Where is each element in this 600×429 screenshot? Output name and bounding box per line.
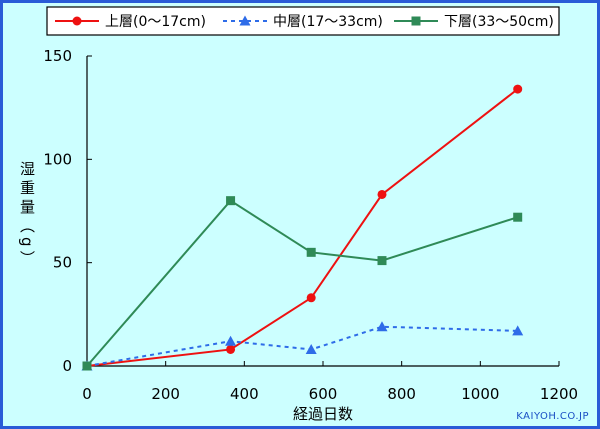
line-chart: 上層(0～17cm) 中層(17～33cm) 下層(33～50cm) 0 50 100 1…: [18, 6, 589, 423]
legend: 上層(0～17cm) 中層(17～33cm) 下層(33～50cm): [55, 14, 554, 30]
x-tick-label: 0: [82, 385, 92, 403]
legend-marker: [239, 15, 251, 26]
data-point: [377, 256, 387, 266]
site-credit: KAIYOH.CO.JP: [516, 411, 589, 422]
x-tick-label: 600: [309, 385, 338, 403]
data-point: [225, 335, 237, 346]
data-point: [305, 343, 317, 354]
y-tick-label: 50: [53, 254, 72, 272]
legend-marker: [411, 16, 421, 26]
legend-marker: [72, 16, 82, 26]
legend-box: [46, 6, 560, 36]
series-line: [86, 88, 519, 367]
series-3: [82, 196, 523, 371]
data-point: [513, 84, 523, 94]
data-point: [513, 212, 523, 222]
y-tick-label: 100: [43, 150, 72, 168]
data-point: [226, 344, 236, 354]
data-point: [82, 361, 92, 371]
x-tick-label: 400: [230, 385, 259, 403]
x-tick-label: 800: [387, 385, 416, 403]
x-tick-label: 1200: [540, 385, 578, 403]
series-1: [82, 84, 523, 371]
data-point: [512, 325, 524, 336]
x-tick-label: 200: [151, 385, 180, 403]
series-line: [86, 199, 519, 367]
legend-item-2: 中層(17～33cm): [223, 14, 383, 30]
series-line: [86, 325, 518, 367]
series-2: [81, 321, 524, 371]
series-group: [81, 84, 524, 371]
legend-label: 上層(0～17cm): [105, 14, 206, 30]
legend-label: 下層(33～50cm): [444, 14, 554, 30]
axes: [86, 55, 560, 367]
legend-item-3: 下層(33～50cm): [394, 14, 554, 30]
data-point: [226, 196, 236, 206]
chart-frame: 上層(0～17cm) 中層(17～33cm) 下層(33～50cm) 0 50 100 1…: [3, 3, 597, 426]
data-point: [377, 189, 387, 199]
data-point: [376, 321, 388, 332]
data-point: [306, 293, 316, 303]
y-tick-label: 0: [62, 357, 72, 375]
y-tick-label: 150: [43, 47, 72, 65]
tick-labels: 0 50 100 150 0 200 400 600 800 1000 1200: [43, 47, 578, 403]
x-axis-label: 経過日数: [293, 405, 353, 423]
legend-label: 中層(17～33cm): [273, 14, 383, 30]
data-point: [306, 247, 316, 257]
y-axis-label: 湿重量（g）: [18, 161, 36, 270]
legend-item-1: 上層(0～17cm): [55, 14, 206, 30]
x-tick-label: 1000: [461, 385, 499, 403]
